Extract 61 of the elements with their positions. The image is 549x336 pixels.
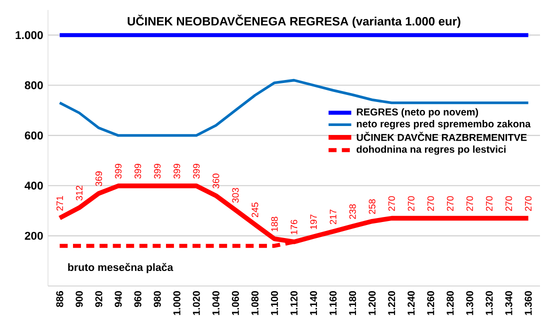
x-tick-label: 960 xyxy=(134,291,142,307)
y-tick-label: 200 xyxy=(24,232,43,240)
y-tick-label: 1.000 xyxy=(16,31,43,40)
data-label: 270 xyxy=(505,196,512,211)
x-tick-label: 1.120 xyxy=(290,291,298,315)
data-label: 270 xyxy=(427,196,434,211)
x-tick-label: 1.340 xyxy=(505,291,512,315)
x-tick-label: 1.060 xyxy=(232,291,239,315)
data-label: 270 xyxy=(446,196,454,211)
data-label: 303 xyxy=(232,188,239,203)
data-label: 399 xyxy=(134,164,142,179)
y-tick-label: 400 xyxy=(24,182,43,190)
data-label: 369 xyxy=(95,171,102,186)
x-tick-label: 1.280 xyxy=(446,291,454,315)
data-label: 188 xyxy=(271,216,278,232)
x-tick-label: 1.180 xyxy=(349,291,356,315)
x-tick-label: 1.200 xyxy=(368,291,376,315)
data-label: 399 xyxy=(174,164,180,179)
x-tick-label: 900 xyxy=(76,291,83,307)
x-tick-label: 1.220 xyxy=(388,291,396,315)
chart-title: UČINEK NEOBDAVČENEGA REGRESA (varianta 1.000 eur) xyxy=(128,14,460,28)
data-label: 176 xyxy=(290,220,298,234)
data-label: 245 xyxy=(252,202,258,218)
data-label: 270 xyxy=(486,196,493,211)
x-tick-label: 1.300 xyxy=(466,291,474,315)
x-tick-label: 980 xyxy=(154,291,161,307)
data-label: 271 xyxy=(56,196,63,211)
y-tick-label: 800 xyxy=(24,81,43,90)
x-tick-label: 1.000 xyxy=(173,291,180,315)
data-label: 312 xyxy=(76,186,83,200)
y-tick-label: 600 xyxy=(24,131,43,140)
data-label: 238 xyxy=(349,204,356,219)
x-tick-label: 940 xyxy=(114,291,122,307)
x-tick-label: 886 xyxy=(56,291,64,307)
data-label: 399 xyxy=(193,164,200,179)
x-tick-label: 1.260 xyxy=(427,291,434,315)
legend-label: neto regres pred spremembo zakona xyxy=(356,120,531,130)
annotation: bruto mesečna plača xyxy=(68,262,174,274)
data-label: 399 xyxy=(115,164,122,179)
data-label: 270 xyxy=(466,196,473,211)
x-tick-label: 1.020 xyxy=(192,291,200,315)
x-tick-label: 1.320 xyxy=(486,291,493,315)
x-tick-label: 1.360 xyxy=(524,291,532,315)
data-label: 270 xyxy=(408,196,414,211)
data-label: 217 xyxy=(330,210,336,224)
data-label: 270 xyxy=(388,196,395,211)
x-tick-label: 1.240 xyxy=(408,291,415,315)
data-label: 399 xyxy=(154,164,161,179)
x-tick-label: 1.140 xyxy=(310,291,318,315)
data-label: 270 xyxy=(525,196,532,211)
x-tick-label: 920 xyxy=(95,291,102,307)
x-tick-label: 1.040 xyxy=(212,291,220,315)
data-label: 360 xyxy=(212,174,220,188)
legend-label: REGRES (neto po novem) xyxy=(356,108,478,118)
x-tick-label: 1.100 xyxy=(270,291,278,315)
data-label: 197 xyxy=(310,214,317,229)
x-tick-label: 1.160 xyxy=(330,291,337,315)
x-tick-label: 1.080 xyxy=(251,291,258,315)
legend-label: dohodnina na regres po lestvici xyxy=(356,146,506,155)
legend-label: UČINEK DAVČNE RAZBREMENITVE xyxy=(356,132,527,141)
data-label: 258 xyxy=(368,199,376,214)
